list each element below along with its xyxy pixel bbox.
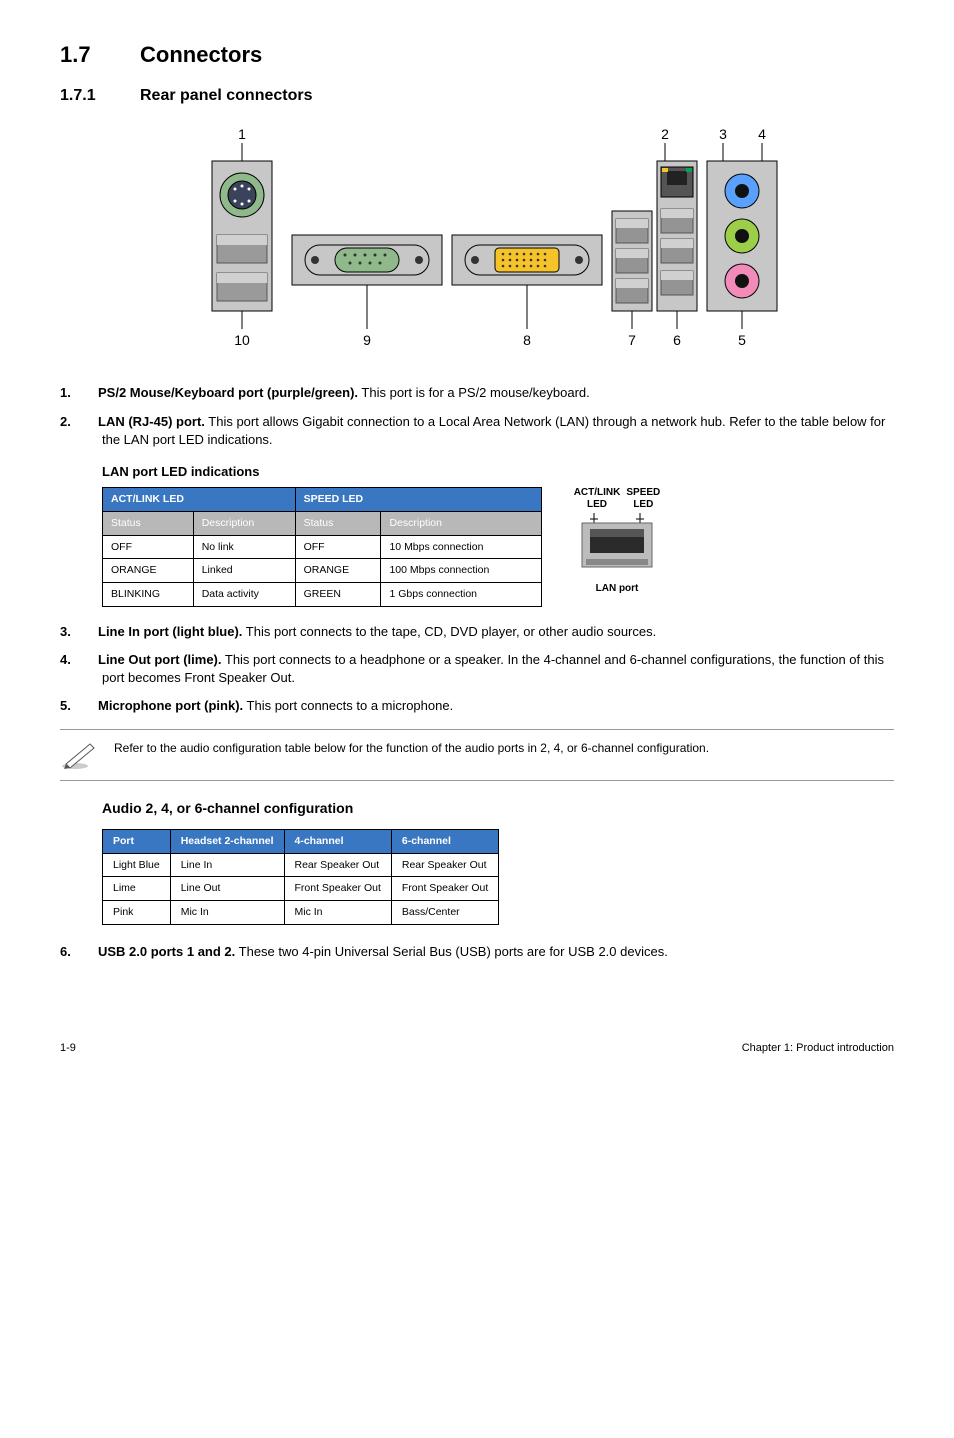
page-footer: 1-9 Chapter 1: Product introduction [60,1041,894,1056]
audio-config-heading: Audio 2, 4, or 6-channel configuration [102,799,894,819]
lan-port-illustration: ACT/LINKLED SPEEDLED LAN port [572,487,662,595]
diagram-label-2: 2 [661,126,669,142]
lan-subheader: Description [193,511,295,535]
diagram-label-9: 9 [363,332,371,348]
subsection-title: Rear panel connectors [140,87,313,104]
rear-panel-diagram: 1 2 3 4 [60,125,894,360]
port-list-part3: 6.USB 2.0 ports 1 and 2. These two 4-pin… [60,943,894,961]
audio-header: 4-channel [284,829,391,853]
port-list-part1: 1.PS/2 Mouse/Keyboard port (purple/green… [60,384,894,449]
diagram-label-5: 5 [738,332,746,348]
lan-led-heading: LAN port LED indications [102,463,894,481]
diagram-label-8: 8 [523,332,531,348]
lan-subheader: Status [295,511,381,535]
diagram-label-10: 10 [234,332,250,348]
subsection-heading: 1.7.1Rear panel connectors [60,85,894,107]
table-row: LimeLine OutFront Speaker OutFront Speak… [103,877,499,901]
diagram-label-1: 1 [238,126,246,142]
audio-config-table: Port Headset 2-channel 4-channel 6-chann… [102,829,499,925]
lan-port-caption: LAN port [572,583,662,595]
port-item-1: 1.PS/2 Mouse/Keyboard port (purple/green… [60,384,894,402]
audio-header: Headset 2-channel [170,829,284,853]
lan-header-actlink: ACT/LINK LED [103,488,296,512]
lan-subheader: Status [103,511,194,535]
audio-header: 6-channel [391,829,498,853]
section-heading: 1.7Connectors [60,40,894,71]
section-title: Connectors [140,42,262,67]
diagram-label-7: 7 [628,332,636,348]
diagram-label-3: 3 [719,126,727,142]
diagram-label-4: 4 [758,126,766,142]
port-item-2: 2.LAN (RJ-45) port. This port allows Gig… [60,413,894,449]
port-item-3: 3.Line In port (light blue). This port c… [60,623,894,641]
audio-header: Port [103,829,171,853]
lan-port-icon [572,513,662,575]
lan-led-table: ACT/LINK LED SPEED LED Status Descriptio… [102,487,542,606]
section-number: 1.7 [60,40,140,71]
table-row: Light BlueLine InRear Speaker OutRear Sp… [103,853,499,877]
table-row: ORANGELinkedORANGE100 Mbps connection [103,559,542,583]
subsection-number: 1.7.1 [60,85,140,107]
table-row: BLINKINGData activityGREEN1 Gbps connect… [103,582,542,606]
lan-subheader: Description [381,511,542,535]
port-item-4: 4.Line Out port (lime). This port connec… [60,651,894,687]
lan-header-speed: SPEED LED [295,488,541,512]
port-list-part2: 3.Line In port (light blue). This port c… [60,623,894,716]
table-row: OFFNo linkOFF10 Mbps connection [103,535,542,559]
pencil-icon [60,740,98,770]
page-number: 1-9 [60,1041,76,1056]
table-row: PinkMic InMic InBass/Center [103,900,499,924]
note-text: Refer to the audio configuration table b… [114,740,709,757]
chapter-label: Chapter 1: Product introduction [742,1041,894,1056]
diagram-label-6: 6 [673,332,681,348]
port-item-6: 6.USB 2.0 ports 1 and 2. These two 4-pin… [60,943,894,961]
note-callout: Refer to the audio configuration table b… [60,729,894,781]
port-item-5: 5.Microphone port (pink). This port conn… [60,697,894,715]
